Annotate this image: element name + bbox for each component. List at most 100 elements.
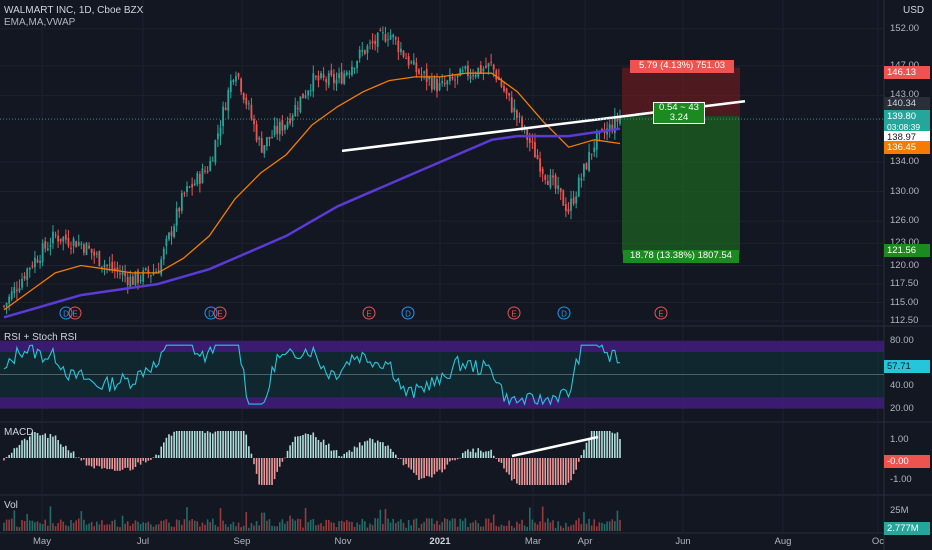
candle-body xyxy=(320,72,322,79)
macd-bar xyxy=(482,452,485,458)
candle-body xyxy=(214,140,217,163)
volume-bar xyxy=(155,524,157,531)
macd-bar xyxy=(616,432,619,458)
earnings-marker[interactable]: E xyxy=(362,306,376,320)
macd-bar xyxy=(611,432,614,458)
volume-bar xyxy=(188,520,191,531)
macd-bar xyxy=(88,458,90,466)
macd-bar xyxy=(28,436,31,458)
macd-bar xyxy=(294,436,297,458)
volume-bar xyxy=(389,522,392,531)
macd-bar xyxy=(531,458,534,485)
macd-bar xyxy=(382,442,384,458)
macd-bar xyxy=(559,458,562,485)
macd-bar xyxy=(436,458,438,472)
volume-bar xyxy=(583,512,585,531)
candle-body xyxy=(495,70,498,80)
candle-body xyxy=(330,70,333,76)
macd-bar xyxy=(317,439,320,458)
macd-bar xyxy=(397,458,400,460)
candle-body xyxy=(284,125,286,130)
candle-body xyxy=(186,186,188,193)
time-tick-label: 2021 xyxy=(429,536,451,547)
macd-bar xyxy=(340,456,343,458)
volume-bar xyxy=(47,525,49,531)
macd-bar xyxy=(508,458,510,475)
candle-body xyxy=(36,259,39,263)
dividend-marker[interactable]: D xyxy=(557,306,571,320)
volume-bar xyxy=(204,524,206,531)
volume-bar xyxy=(552,520,554,531)
macd-bar xyxy=(134,458,137,467)
entry-label[interactable]: 0.54 ~ 43 3.24 xyxy=(653,102,705,124)
volume-bar xyxy=(193,520,196,531)
candle-body xyxy=(564,204,567,211)
macd-bar xyxy=(44,433,47,458)
macd-bar xyxy=(147,458,150,461)
volume-bar xyxy=(121,515,124,531)
macd-bar xyxy=(217,431,219,458)
macd-bar xyxy=(232,431,235,458)
volume-bar xyxy=(263,512,266,531)
dividend-marker[interactable]: D xyxy=(401,306,415,320)
macd-bar xyxy=(26,440,28,458)
stop-price-badge: 146.13 xyxy=(884,66,930,79)
earnings-marker[interactable]: E xyxy=(507,306,521,320)
time-tick-label: Jun xyxy=(675,536,691,547)
volume-bar xyxy=(539,521,541,531)
candle-body xyxy=(539,158,542,172)
marker-label: D xyxy=(405,310,411,319)
candle-body xyxy=(405,58,407,60)
volume-bar xyxy=(80,511,83,531)
volume-bar xyxy=(593,519,596,531)
marker-circle xyxy=(507,306,521,320)
macd-bar xyxy=(263,458,266,485)
volume-bar xyxy=(559,525,562,531)
volume-bar xyxy=(510,525,513,531)
candle-body xyxy=(361,50,364,52)
macd-bar xyxy=(570,458,572,481)
macd-bar xyxy=(271,458,273,485)
candle-body xyxy=(173,226,176,238)
dividend-marker[interactable]: D xyxy=(59,306,73,320)
candle-body xyxy=(559,188,562,192)
candle-body xyxy=(162,248,165,260)
volume-bar xyxy=(376,518,379,531)
macd-bar xyxy=(387,445,389,458)
earnings-marker[interactable]: E xyxy=(654,306,668,320)
volume-bar xyxy=(608,521,611,531)
candle-body xyxy=(446,80,449,85)
macd-bar xyxy=(23,438,26,458)
candle-body xyxy=(526,128,529,140)
dividend-marker[interactable]: D xyxy=(204,306,218,320)
macd-bar xyxy=(469,451,472,458)
earnings-marker[interactable]: E xyxy=(213,306,227,320)
price-tick-label: 134.00 xyxy=(890,156,920,167)
macd-bar xyxy=(57,440,59,458)
volume-bar xyxy=(459,518,462,531)
macd-bar xyxy=(289,445,291,458)
candle-body xyxy=(613,116,616,134)
candle-body xyxy=(10,291,13,300)
macd-bar xyxy=(83,458,85,460)
candle-body xyxy=(160,259,163,275)
candle-body xyxy=(54,234,57,236)
macd-bar xyxy=(454,458,456,461)
candle-body xyxy=(129,276,132,287)
candle-body xyxy=(312,73,315,92)
macd-bar xyxy=(614,433,616,458)
candle-body xyxy=(116,267,119,271)
macd-bar xyxy=(596,431,598,458)
volume-bar xyxy=(340,520,343,531)
macd-bar xyxy=(451,458,454,461)
indicator-list[interactable]: EMA,MA,VWAP xyxy=(4,17,76,28)
volume-bar xyxy=(10,518,13,531)
candle-body xyxy=(5,303,8,307)
rsi-tick-label: 80.00 xyxy=(890,335,914,346)
volume-bar xyxy=(446,519,449,531)
candle-body xyxy=(394,37,397,40)
candle-body xyxy=(263,145,266,154)
candle-body xyxy=(325,79,328,83)
earnings-marker[interactable]: E xyxy=(68,306,82,320)
